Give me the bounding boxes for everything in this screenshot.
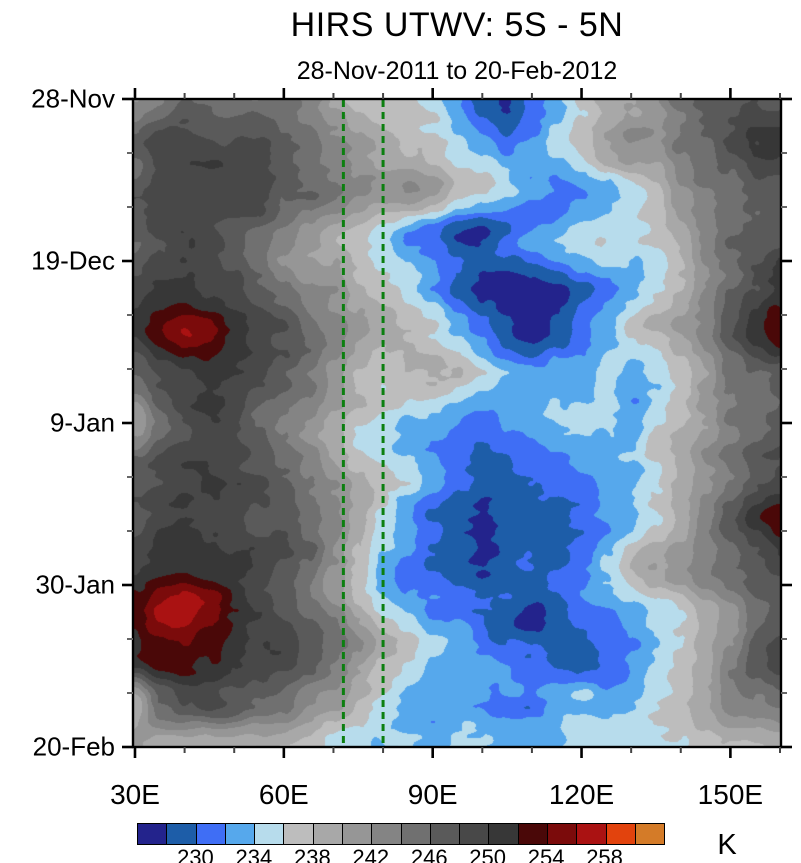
colorbar-segment [372,824,402,844]
colorbar-segment [225,824,256,844]
longitude-tick-label: 90E [407,779,458,810]
colorbar-tick-label: 242 [352,845,390,863]
longitude-tick-label: 30E [110,779,160,810]
colorbar-segment [489,824,519,844]
colorbar-unit-label: K [717,829,737,861]
colorbar-segment [460,824,490,844]
time-tick-label: 20-Feb [32,731,115,762]
colorbar-segment [167,824,197,844]
page-title: HIRS UTWV: 5S - 5N [290,6,624,44]
time-tick-label: 19-Dec [31,245,115,276]
time-tick-label: 30-Jan [35,569,116,600]
colorbar-segment [196,824,226,844]
colorbar-tick-label: 234 [235,845,273,863]
colorbar-segment [577,824,607,844]
colorbar-segment [606,824,636,844]
colorbar-segment [518,824,548,844]
colorbar-tick-label: 250 [469,845,507,863]
colorbar-segment [430,824,461,844]
colorbar-tick-label: 254 [527,845,565,863]
longitude-tick-label: 60E [258,779,309,810]
colorbar-segment [255,824,285,844]
colorbar-segment [547,824,578,844]
time-tick-label: 9-Jan [49,407,115,438]
longitude-tick-label: 150E [697,779,764,810]
colorbar [137,823,665,845]
colorbar-segment [313,824,343,844]
colorbar-segment [401,824,431,844]
colorbar-segment [342,824,373,844]
colorbar-tick-label: 230 [177,845,214,863]
time-tick-label: 28-Nov [31,83,115,114]
colorbar-tick-label: 258 [586,845,623,863]
colorbar-segment [138,824,168,844]
longitude-tick-label: 120E [548,779,615,810]
hovmoller-contour-canvas [133,99,781,747]
colorbar-tick-label: 238 [293,845,331,863]
colorbar-tick-label: 246 [410,845,448,863]
page-subtitle: 28-Nov-2011 to 20-Feb-2012 [296,57,618,85]
colorbar-segment [284,824,314,844]
colorbar-segment [635,824,665,844]
